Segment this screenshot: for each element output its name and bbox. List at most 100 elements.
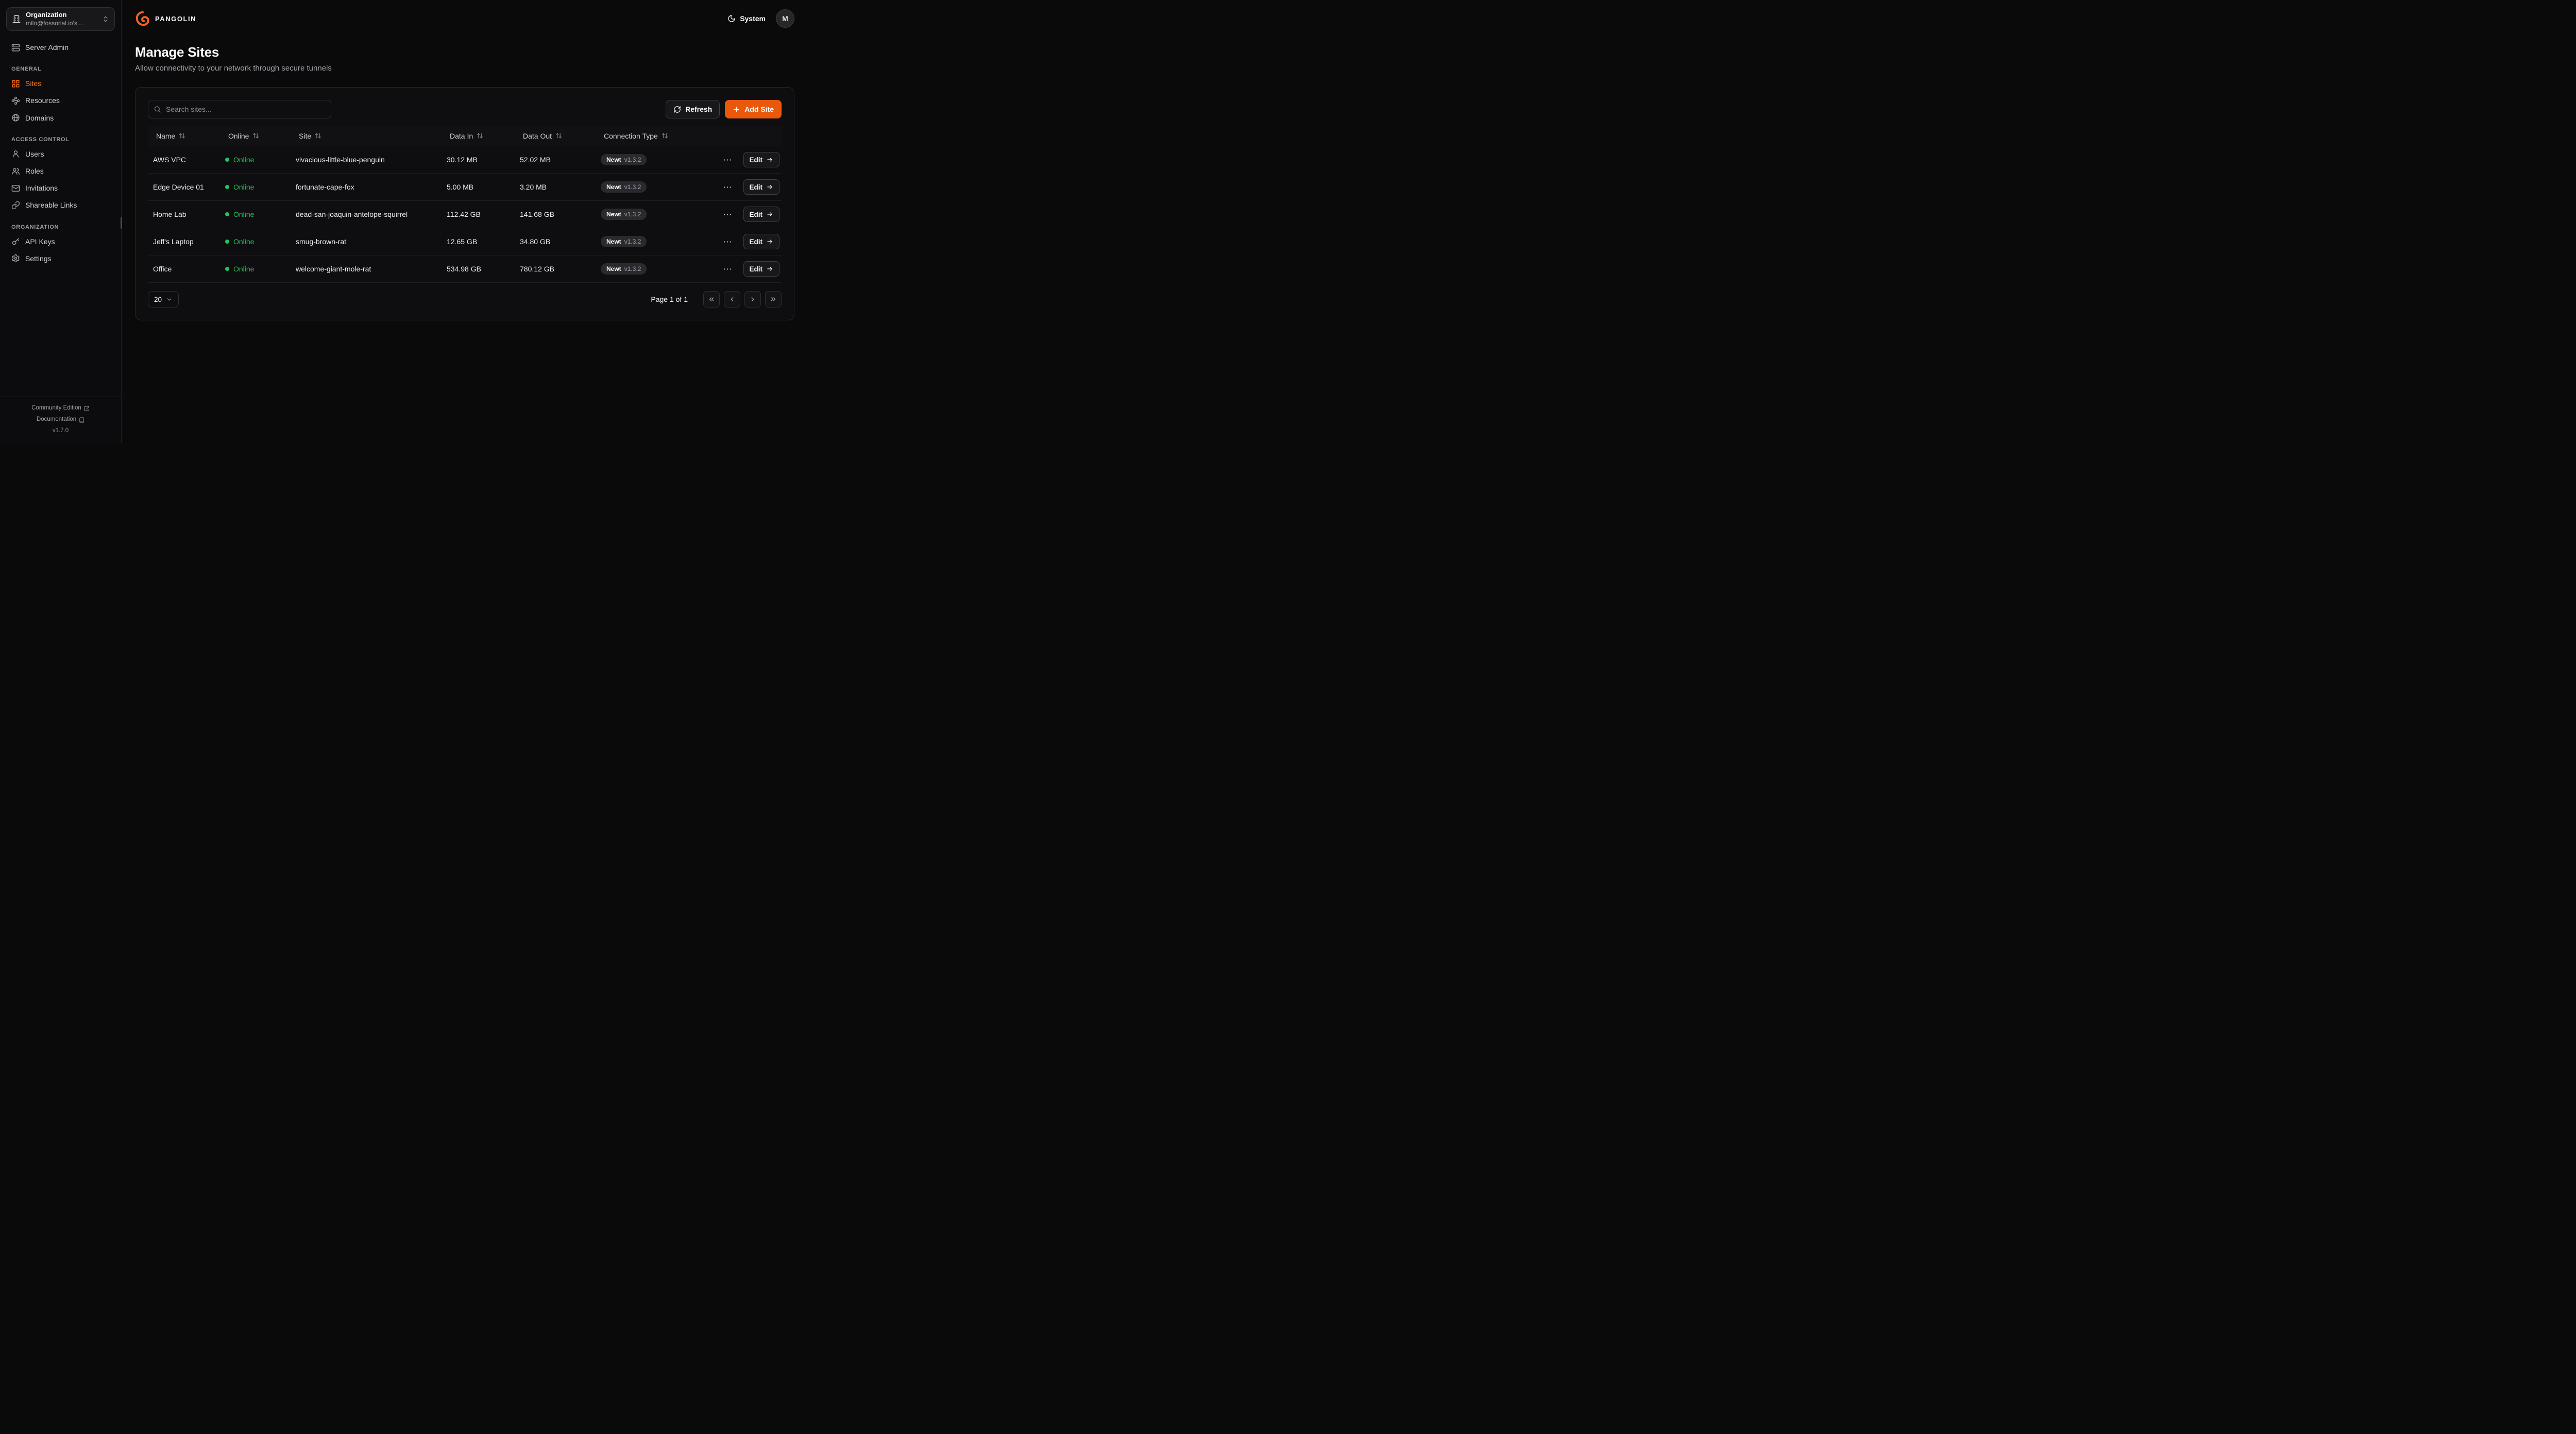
data-out-cell: 141.68 GB [520, 210, 554, 218]
online-status-cell: Online [220, 237, 291, 246]
connection-type-version: v1.3.2 [624, 211, 641, 218]
row-actions: ⋯ Edit [719, 152, 782, 167]
site-name-cell: Edge Device 01 [153, 183, 204, 191]
sidebar-item-shareable-links[interactable]: Shareable Links [6, 197, 115, 213]
documentation-link[interactable]: Documentation [5, 414, 116, 425]
ellipsis-icon: ⋯ [723, 264, 732, 274]
column-header-data-in[interactable]: Data In [442, 132, 515, 140]
row-menu-button[interactable]: ⋯ [720, 236, 735, 247]
sidebar-item-resources[interactable]: Resources [6, 92, 115, 109]
theme-toggle[interactable]: System [727, 14, 766, 23]
online-status-dot [225, 240, 229, 244]
row-menu-button[interactable]: ⋯ [720, 155, 735, 165]
sites-table: Name Online Site Data In [148, 126, 782, 283]
online-status-dot [225, 267, 229, 271]
connection-type-name: Newt [606, 238, 621, 245]
chevrons-right-icon [770, 296, 777, 303]
sidebar-item-api-keys[interactable]: API Keys [6, 233, 115, 250]
site-slug-cell: fortunate-cape-fox [296, 183, 354, 191]
row-menu-button[interactable]: ⋯ [720, 264, 735, 275]
row-actions: ⋯ Edit [719, 207, 782, 222]
sidebar-resize-handle[interactable] [121, 217, 122, 229]
sidebar-item-sites[interactable]: Sites [6, 75, 115, 92]
community-edition-link[interactable]: Community Edition [5, 403, 116, 414]
table-row: Home Lab Online dead-san-joaquin-antelop… [148, 201, 782, 228]
sidebar-item-roles[interactable]: Roles [6, 163, 115, 179]
add-site-button[interactable]: Add Site [725, 100, 782, 118]
refresh-icon [673, 106, 681, 113]
page-subtitle: Allow connectivity to your network throu… [135, 64, 332, 73]
sidebar-item-server-admin[interactable]: Server Admin [6, 39, 115, 56]
page-indicator: Page 1 of 1 [651, 295, 688, 303]
online-status-cell: Online [220, 183, 291, 191]
connection-type-version: v1.3.2 [624, 238, 641, 245]
row-actions: ⋯ Edit [719, 261, 782, 277]
column-header-online[interactable]: Online [220, 132, 291, 140]
previous-page-button[interactable] [724, 291, 740, 308]
site-slug-cell: dead-san-joaquin-antelope-squirrel [296, 210, 408, 218]
site-name-cell: AWS VPC [153, 156, 187, 164]
first-page-button[interactable] [703, 291, 720, 308]
column-header-name[interactable]: Name [148, 132, 220, 140]
table-row: Edge Device 01 Online fortunate-cape-fox… [148, 174, 782, 201]
sidebar-item-label: Users [25, 149, 44, 158]
last-page-button[interactable] [765, 291, 782, 308]
sidebar-section-general: GENERAL [11, 66, 42, 73]
arrow-right-icon [766, 211, 773, 218]
sidebar-item-settings[interactable]: Settings [6, 250, 115, 267]
connection-type-badge: Newt v1.3.2 [601, 181, 647, 193]
sidebar-item-invitations[interactable]: Invitations [6, 180, 115, 196]
ellipsis-icon: ⋯ [723, 236, 732, 247]
edit-site-button[interactable]: Edit [743, 152, 779, 167]
connection-type-version: v1.3.2 [624, 265, 641, 272]
ellipsis-icon: ⋯ [723, 209, 732, 219]
connection-type-version: v1.3.2 [624, 183, 641, 191]
sidebar-section-access-control: ACCESS CONTROL [11, 136, 70, 143]
building-icon [12, 14, 21, 24]
table-row: Office Online welcome-giant-mole-rat 534… [148, 255, 782, 283]
refresh-label: Refresh [685, 105, 713, 113]
next-page-button[interactable] [744, 291, 761, 308]
column-header-site[interactable]: Site [291, 132, 442, 140]
brand[interactable]: PANGOLIN [135, 11, 196, 26]
table-row: Jeff's Laptop Online smug-brown-rat 12.6… [148, 228, 782, 255]
edit-label: Edit [749, 265, 763, 273]
table-row: AWS VPC Online vivacious-little-blue-pen… [148, 146, 782, 174]
arrow-right-icon [766, 183, 773, 191]
edit-site-button[interactable]: Edit [743, 207, 779, 222]
sidebar-item-users[interactable]: Users [6, 146, 115, 162]
app-window: Organization milo@fossorial.io's ... Ser… [0, 0, 808, 443]
row-menu-button[interactable]: ⋯ [720, 209, 735, 220]
online-status-cell: Online [220, 156, 291, 164]
pagination: Page 1 of 1 [651, 291, 782, 308]
row-menu-button[interactable]: ⋯ [720, 182, 735, 193]
chevrons-up-down-icon [102, 15, 109, 23]
page-title: Manage Sites [135, 44, 219, 60]
user-avatar[interactable]: M [776, 9, 794, 28]
connection-type-badge: Newt v1.3.2 [601, 263, 647, 275]
sidebar: Organization milo@fossorial.io's ... Ser… [0, 0, 122, 443]
server-icon [11, 43, 20, 52]
online-status-cell: Online [220, 210, 291, 218]
connection-type-cell: Newt v1.3.2 [596, 209, 719, 220]
search-icon [154, 106, 161, 113]
edit-label: Edit [749, 210, 763, 218]
data-out-cell: 52.02 MB [520, 156, 551, 164]
search-input[interactable] [148, 100, 331, 118]
connection-type-badge: Newt v1.3.2 [601, 209, 647, 220]
sidebar-item-domains[interactable]: Domains [6, 110, 115, 126]
column-header-connection-type[interactable]: Connection Type [596, 132, 719, 140]
refresh-button[interactable]: Refresh [666, 100, 720, 118]
edit-site-button[interactable]: Edit [743, 234, 779, 249]
column-label: Data In [450, 131, 473, 140]
org-switcher[interactable]: Organization milo@fossorial.io's ... [6, 7, 115, 31]
online-status-label: Online [233, 183, 255, 191]
edit-site-button[interactable]: Edit [743, 179, 779, 195]
page-size-select[interactable]: 20 [148, 291, 179, 308]
column-header-data-out[interactable]: Data Out [515, 132, 596, 140]
edit-site-button[interactable]: Edit [743, 261, 779, 277]
user-icon [11, 149, 20, 158]
data-out-cell: 780.12 GB [520, 265, 554, 273]
site-slug-cell: vivacious-little-blue-penguin [296, 156, 385, 164]
sites-grid-icon [11, 79, 20, 88]
